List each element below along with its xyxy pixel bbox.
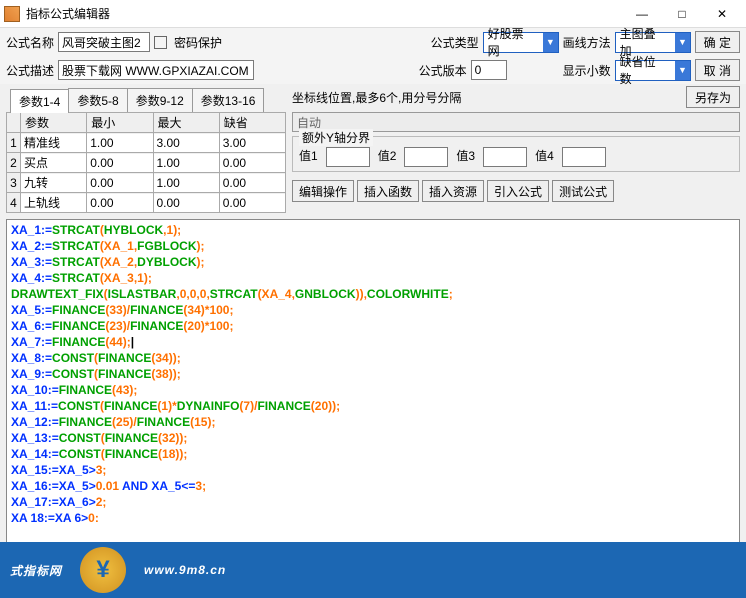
pwd-label: 密码保护 <box>174 34 222 51</box>
table-row: 4 <box>7 193 286 213</box>
ver-input[interactable] <box>471 60 507 80</box>
params-table: 参数最小最大缺省 1 2 3 4 <box>6 112 286 213</box>
tab-params-1-4[interactable]: 参数1-4 <box>10 89 69 113</box>
param-max[interactable] <box>154 134 219 152</box>
tab-params-13-16[interactable]: 参数13-16 <box>192 88 265 112</box>
titlebar: 指标公式编辑器 — □ ✕ <box>0 0 746 28</box>
val1-input[interactable] <box>326 147 370 167</box>
ver-label: 公式版本 <box>419 62 467 79</box>
maximize-button[interactable]: □ <box>662 2 702 26</box>
val4-input[interactable] <box>562 147 606 167</box>
param-tabs: 参数1-4 参数5-8 参数9-12 参数13-16 <box>6 86 286 112</box>
table-row: 1 <box>7 133 286 153</box>
cursor-label: 坐标线位置,最多6个,用分号分隔 <box>292 89 461 106</box>
dec-label: 显示小数 <box>563 62 611 79</box>
form-row-2: 公式描述 公式版本 显示小数 缺省位数▼ 取 消 <box>0 56 746 84</box>
minimize-button[interactable]: — <box>622 2 662 26</box>
param-name[interactable] <box>21 134 86 152</box>
window-title: 指标公式编辑器 <box>26 5 622 22</box>
val3-input[interactable] <box>483 147 527 167</box>
edit-op-button[interactable]: 编辑操作 <box>292 180 354 202</box>
tab-params-5-8[interactable]: 参数5-8 <box>68 88 127 112</box>
name-label: 公式名称 <box>6 34 54 51</box>
close-button[interactable]: ✕ <box>702 2 742 26</box>
chevron-down-icon: ▼ <box>675 61 690 80</box>
yaxis-group: 额外Y轴分界 值1 值2 值3 值4 <box>292 136 740 172</box>
table-row: 2 <box>7 153 286 173</box>
chevron-down-icon: ▼ <box>543 33 558 52</box>
params-panel: 参数1-4 参数5-8 参数9-12 参数13-16 参数最小最大缺省 1 2 … <box>6 86 286 213</box>
ok-button[interactable]: 确 定 <box>695 31 740 53</box>
import-formula-button[interactable]: 引入公式 <box>487 180 549 202</box>
tab-params-9-12[interactable]: 参数9-12 <box>127 88 193 112</box>
type-label: 公式类型 <box>431 34 479 51</box>
param-min[interactable] <box>87 134 152 152</box>
draw-label: 画线方法 <box>563 34 611 51</box>
val2-input[interactable] <box>404 147 448 167</box>
draw-select[interactable]: 主图叠加▼ <box>615 32 691 53</box>
desc-input[interactable] <box>58 60 254 80</box>
group-title: 额外Y轴分界 <box>299 129 373 146</box>
insert-res-button[interactable]: 插入资源 <box>422 180 484 202</box>
pwd-checkbox[interactable] <box>154 36 167 49</box>
mid-row: 参数1-4 参数5-8 参数9-12 参数13-16 参数最小最大缺省 1 2 … <box>0 84 746 215</box>
cancel-button[interactable]: 取 消 <box>695 59 740 81</box>
param-def[interactable] <box>220 134 285 152</box>
logo-icon: ¥ <box>80 547 126 593</box>
code-editor[interactable]: XA_1:=STRCAT(HYBLOCK,1);XA_2:=STRCAT(XA_… <box>6 219 740 559</box>
right-panel: 坐标线位置,最多6个,用分号分隔 另存为 自动 额外Y轴分界 值1 值2 值3 … <box>292 86 740 213</box>
table-row: 3 <box>7 173 286 193</box>
saveas-button[interactable]: 另存为 <box>686 86 740 108</box>
chevron-down-icon: ▼ <box>675 33 690 52</box>
test-formula-button[interactable]: 测试公式 <box>552 180 614 202</box>
watermark: 式指标网 ¥ www.9m8.cn <box>0 542 746 598</box>
name-input[interactable] <box>58 32 150 52</box>
form-row-1: 公式名称 密码保护 公式类型 好股票网▼ 画线方法 主图叠加▼ 确 定 <box>0 28 746 56</box>
app-icon <box>4 6 20 22</box>
desc-label: 公式描述 <box>6 62 54 79</box>
insert-func-button[interactable]: 插入函数 <box>357 180 419 202</box>
type-select[interactable]: 好股票网▼ <box>483 32 559 53</box>
dec-select[interactable]: 缺省位数▼ <box>615 60 691 81</box>
